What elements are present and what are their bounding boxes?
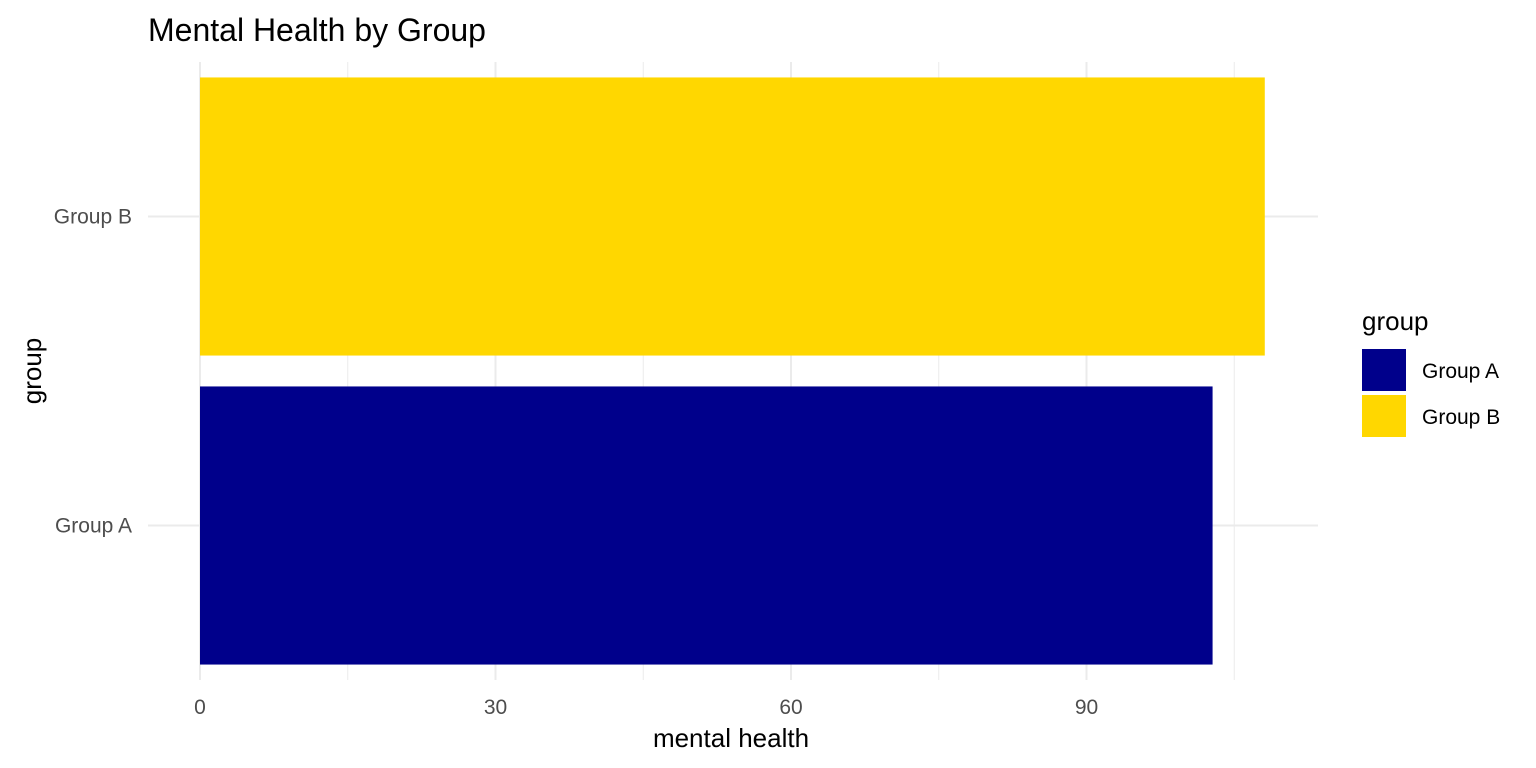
bar-group-b: [200, 77, 1265, 356]
x-tick-label: 0: [194, 696, 206, 719]
legend-swatch: [1362, 395, 1406, 437]
y-axis-title: group: [17, 338, 47, 405]
x-axis-tick-labels: 0 30 60 90: [194, 696, 1098, 719]
y-tick-label: Group A: [55, 515, 132, 538]
bar-group-a: [200, 386, 1213, 665]
x-tick-label: 30: [484, 696, 507, 719]
legend-label: Group B: [1422, 406, 1500, 429]
legend: group Group A Group B: [1362, 306, 1500, 437]
legend-label: Group A: [1422, 360, 1499, 383]
x-tick-label: 90: [1075, 696, 1098, 719]
x-axis-title: mental health: [653, 723, 809, 753]
legend-swatch: [1362, 349, 1406, 391]
x-tick-label: 60: [779, 696, 802, 719]
y-axis-tick-labels: Group A Group B: [54, 206, 132, 538]
y-tick-label: Group B: [54, 206, 132, 229]
legend-items: Group A Group B: [1362, 349, 1500, 437]
chart-title: Mental Health by Group: [148, 12, 486, 48]
bars: [200, 77, 1265, 665]
legend-title: group: [1362, 306, 1429, 336]
